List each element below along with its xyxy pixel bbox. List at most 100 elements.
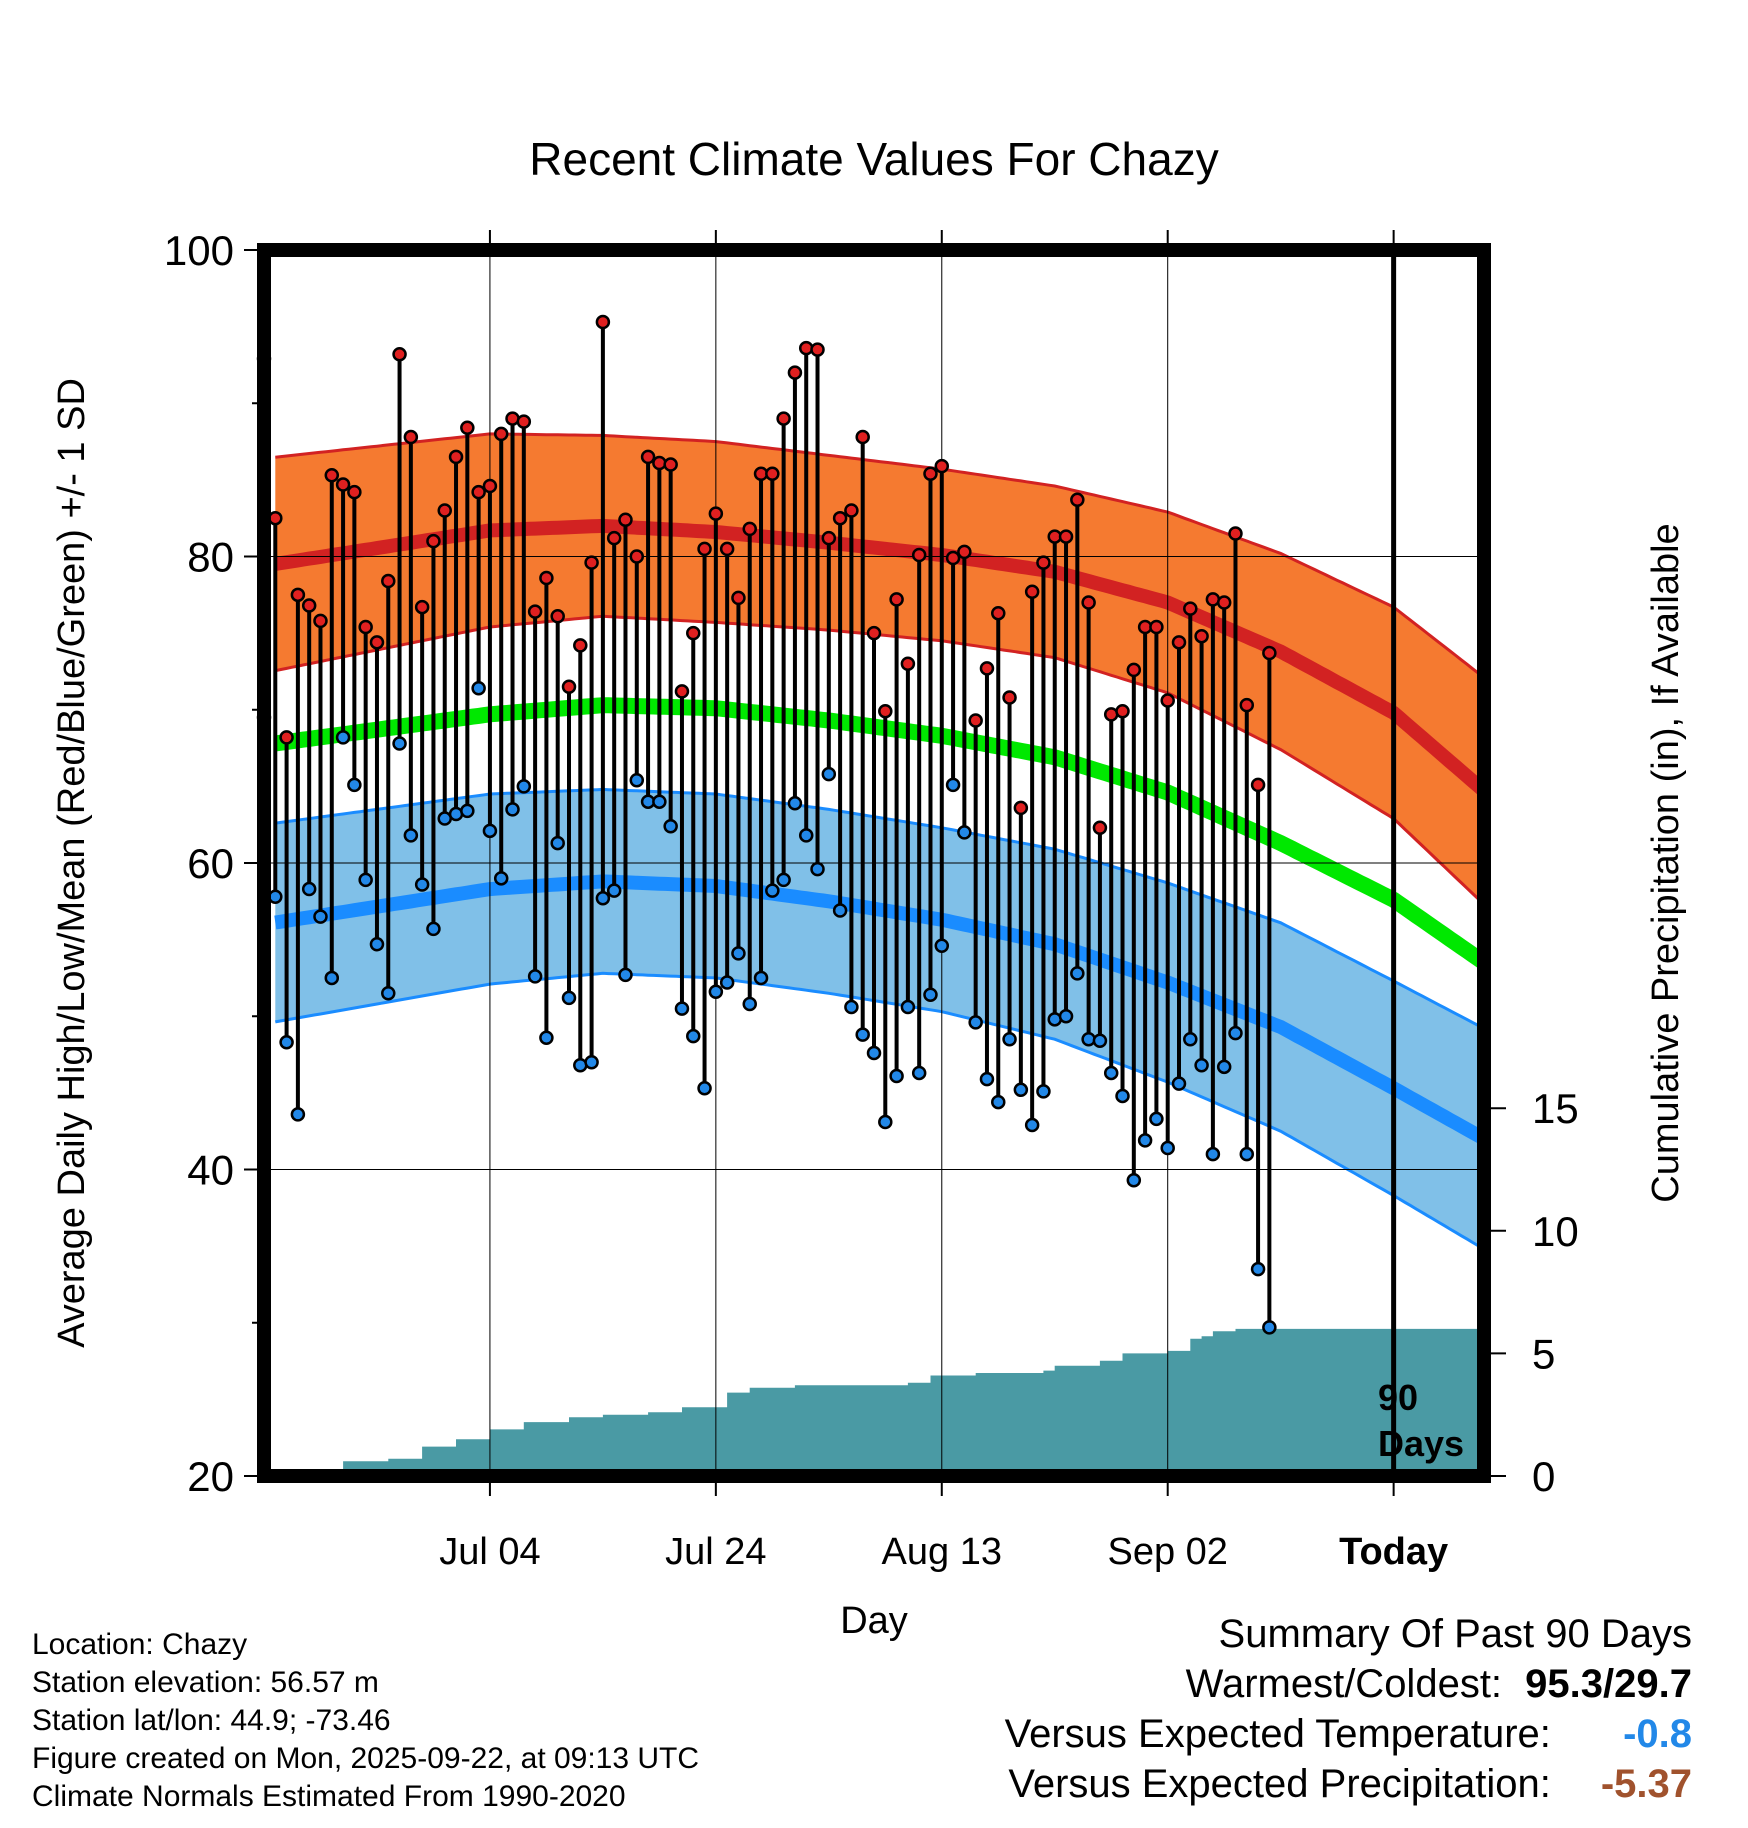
daily-high-point — [539, 570, 554, 586]
figure-created: Figure created on Mon, 2025-09-22, at 09… — [32, 1742, 700, 1775]
daily-low-point — [381, 986, 396, 1001]
daily-high-point — [731, 590, 746, 606]
daily-high-point — [991, 605, 1006, 621]
daily-high-point — [1036, 555, 1051, 570]
daily-high-point — [1250, 777, 1266, 793]
x-axis-label: Day — [840, 1600, 908, 1642]
daily-high-point — [561, 679, 577, 695]
daily-high-point — [335, 477, 351, 492]
daily-low-point — [945, 777, 961, 793]
daily-low-point — [900, 999, 916, 1015]
daily-low-point — [1002, 1031, 1017, 1047]
daily-high-point — [911, 547, 927, 563]
daily-high-point — [629, 549, 645, 564]
daily-low-point — [539, 1030, 554, 1045]
daily-low-point — [1092, 1033, 1108, 1049]
mean-normal-line — [274, 697, 1489, 970]
daily-high-point — [640, 449, 656, 465]
cumulative-precip-area — [264, 1328, 1484, 1476]
precip-anomaly-value: -5.37 — [1600, 1762, 1692, 1806]
daily-high-point — [686, 625, 701, 641]
daily-high-point — [1002, 690, 1017, 705]
daily-high-point — [810, 342, 825, 357]
high-sd-band — [275, 433, 1484, 905]
today-label-90: 90 — [1378, 1377, 1418, 1418]
daily-low-point — [1036, 1084, 1051, 1099]
daily-high-point — [844, 503, 859, 518]
low-normal-line — [274, 874, 1488, 1145]
daily-low-point — [369, 936, 385, 952]
chart-title: Recent Climate Values For Chazy — [529, 133, 1218, 185]
daily-low-point — [426, 921, 441, 937]
daily-low-point — [1160, 1140, 1175, 1156]
daily-low-point — [290, 1107, 306, 1122]
daily-low-point — [991, 1094, 1006, 1110]
daily-high-point — [652, 455, 667, 471]
daily-low-point — [1115, 1088, 1130, 1104]
daily-high-point — [573, 638, 588, 653]
x-tick-label: Jul 24 — [665, 1531, 766, 1573]
daily-high-point — [674, 684, 690, 699]
daily-low-point — [268, 889, 283, 904]
daily-low-point — [392, 736, 407, 751]
x-tick-label: Jul 04 — [439, 1531, 540, 1573]
y2-axis-label: Cumulative Precipitation (in), If Availa… — [1645, 523, 1687, 1202]
daily-high-point — [787, 365, 803, 380]
y2-tick-label: 0 — [1532, 1453, 1555, 1500]
daily-low-point — [652, 794, 667, 809]
daily-high-point — [878, 704, 893, 719]
daily-low-point — [731, 946, 746, 961]
daily-low-point — [979, 1071, 995, 1087]
daily-high-point — [301, 598, 317, 613]
daily-high-point — [403, 429, 419, 445]
daily-low-point — [460, 803, 475, 819]
daily-high-point — [742, 521, 757, 537]
daily-low-point — [1149, 1111, 1164, 1127]
daily-high-point — [866, 625, 882, 641]
daily-high-point — [381, 573, 396, 589]
y-tick-label: 60 — [187, 840, 234, 887]
daily-low-point — [866, 1045, 882, 1061]
daily-low-point — [403, 828, 419, 843]
daily-high-point — [471, 484, 486, 500]
daily-high-point — [697, 541, 712, 557]
daily-high-point — [618, 512, 633, 527]
daily-low-point — [911, 1065, 927, 1081]
daily-low-point — [810, 861, 825, 877]
daily-high-point — [606, 530, 622, 546]
y-tick-label: 80 — [187, 534, 234, 581]
summary-heading: Summary Of Past 90 Days — [1218, 1612, 1692, 1656]
y2-tick-label: 10 — [1532, 1208, 1579, 1255]
low-sd-lower-line — [275, 971, 1485, 1251]
daily-high-point — [957, 544, 972, 560]
daily-low-point — [471, 681, 486, 696]
daily-low-point — [686, 1028, 701, 1044]
daily-high-point — [358, 619, 373, 635]
daily-low-point — [889, 1068, 904, 1084]
daily-high-point — [1183, 601, 1198, 616]
daily-high-point — [493, 426, 509, 442]
daily-high-point — [1228, 526, 1243, 541]
daily-low-point — [753, 970, 769, 986]
daily-low-point — [1228, 1025, 1243, 1041]
daily-high-point — [1171, 635, 1187, 650]
temp-anomaly-label: Versus Expected Temperature: — [1004, 1712, 1551, 1756]
daily-low-point — [832, 903, 848, 918]
daily-low-point — [629, 772, 645, 788]
daily-high-point — [798, 340, 814, 356]
warmest-coldest-label: Warmest/Coldest: — [1185, 1662, 1503, 1706]
y2-tick-label: 15 — [1532, 1085, 1579, 1132]
daily-low-point — [1262, 1320, 1277, 1335]
y-tick-label: 40 — [187, 1147, 234, 1194]
daily-low-point — [1070, 966, 1085, 981]
daily-high-point — [1115, 704, 1130, 719]
daily-high-point — [369, 635, 385, 650]
warmest-coldest-row: Warmest/Coldest: 95.3/29.7 — [1005, 1662, 1692, 1712]
daily-low-point — [1058, 1009, 1074, 1024]
daily-low-point — [1013, 1082, 1029, 1098]
daily-low-point — [776, 872, 791, 888]
daily-low-point — [584, 1054, 599, 1070]
daily-high-point — [516, 414, 532, 429]
daily-low-point — [301, 881, 317, 897]
